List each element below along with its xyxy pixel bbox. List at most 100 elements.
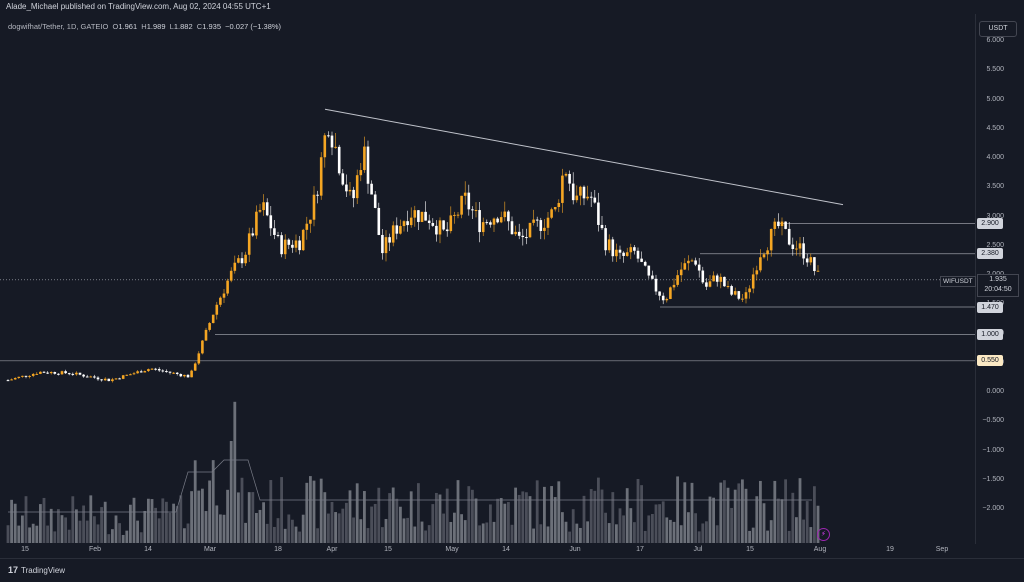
volume-bar (316, 528, 319, 543)
volume-bar (17, 525, 21, 543)
volume-bar (769, 520, 773, 543)
tradingview-logo[interactable]: 17 TradingView (8, 565, 65, 575)
candle-body (147, 369, 150, 372)
tradingview-logo-icon: 17 (8, 565, 19, 575)
candle-body (373, 194, 377, 208)
candle-body (319, 157, 323, 196)
volume-bar (132, 497, 136, 543)
open-label: O (112, 22, 119, 31)
volume-bar (744, 488, 748, 543)
volume-bar (733, 489, 737, 543)
volume-bar (143, 510, 147, 543)
volume-bar (262, 502, 265, 543)
volume-bar (521, 491, 525, 543)
candle-body (399, 226, 402, 234)
currency-button[interactable]: USDT (979, 21, 1017, 37)
volume-bar (265, 523, 269, 543)
volume-bar (301, 514, 305, 543)
tradingview-brand: TradingView (21, 565, 66, 575)
volume-bar (679, 525, 683, 543)
volume-bar (229, 440, 233, 543)
candle-body (471, 209, 474, 211)
volume-bar (697, 531, 701, 543)
volume-bar (791, 492, 795, 543)
volume-bar (327, 513, 330, 543)
candle-body (651, 275, 654, 279)
volume-bar (463, 520, 467, 543)
volume-bar (503, 503, 507, 543)
candle-body (204, 329, 208, 341)
candle-body (327, 135, 330, 137)
candle-body (557, 202, 561, 208)
volume-bar (496, 498, 499, 543)
candle-body (463, 192, 467, 196)
candle-body (301, 229, 305, 251)
candle-body (67, 373, 71, 375)
candle-body (24, 375, 28, 377)
volume-bar (726, 487, 730, 543)
volume-bar (402, 518, 406, 543)
price-chart[interactable] (0, 0, 975, 558)
candle-body (589, 196, 593, 198)
candle-body (121, 375, 125, 379)
volume-bar (658, 504, 661, 543)
volume-bar (89, 495, 93, 543)
open-value: 1.961 (118, 22, 138, 31)
volume-bar (78, 520, 82, 543)
volume-bar (60, 515, 64, 543)
volume-bar (453, 512, 456, 543)
volume-bar (136, 520, 139, 543)
volume-bar (53, 531, 57, 543)
volume-bar (193, 460, 197, 543)
low-value: 1.882 (173, 22, 193, 31)
candle-body (676, 275, 679, 285)
candle-body (348, 189, 352, 192)
volume-bar (665, 517, 669, 543)
candle-body (265, 202, 269, 216)
volume-bar (600, 489, 604, 543)
candle-body (21, 375, 24, 377)
time-tick: 14 (144, 546, 152, 553)
volume-bar (319, 478, 323, 543)
candle-body (161, 370, 165, 372)
current-price-value: 1.935 (989, 276, 1007, 283)
volume-bar (737, 483, 741, 543)
candle-body (723, 276, 726, 287)
candle-body (31, 373, 35, 376)
volume-bar (618, 508, 622, 543)
volume-bar (748, 530, 751, 543)
candle-body (136, 371, 139, 374)
candle-body (575, 195, 579, 201)
candle-body (233, 262, 237, 271)
candle-body (705, 282, 708, 287)
candle-body (633, 247, 636, 251)
candle-body (431, 223, 435, 226)
price-tick: −1.000 (982, 446, 1004, 454)
volume-bar (586, 521, 589, 543)
candle-body (600, 224, 604, 229)
candle-body (93, 376, 96, 378)
volume-bar (568, 531, 571, 543)
volume-bar (471, 489, 474, 543)
volume-bar (291, 519, 294, 543)
volume-bar (651, 513, 654, 543)
candle-body (453, 214, 456, 216)
lightning-icon[interactable]: ⚡ (817, 528, 830, 541)
candle-body (316, 194, 319, 196)
volume-bar (93, 516, 96, 543)
time-tick: 15 (384, 546, 392, 553)
volume-bar (31, 523, 35, 543)
candle-body (190, 370, 193, 378)
volume-bar (323, 492, 327, 543)
candle-body (172, 372, 175, 374)
volume-bar (564, 521, 568, 543)
volume-bar (633, 522, 636, 543)
candle-body (809, 257, 813, 263)
candle-body (485, 222, 489, 224)
volume-bar (359, 519, 363, 543)
candle-body (39, 371, 42, 374)
candle-body (323, 135, 327, 158)
volume-bar (611, 492, 615, 543)
symbol-title: dogwifhat/Tether, 1D, GATEIO (8, 22, 109, 31)
candle-body (42, 371, 46, 373)
